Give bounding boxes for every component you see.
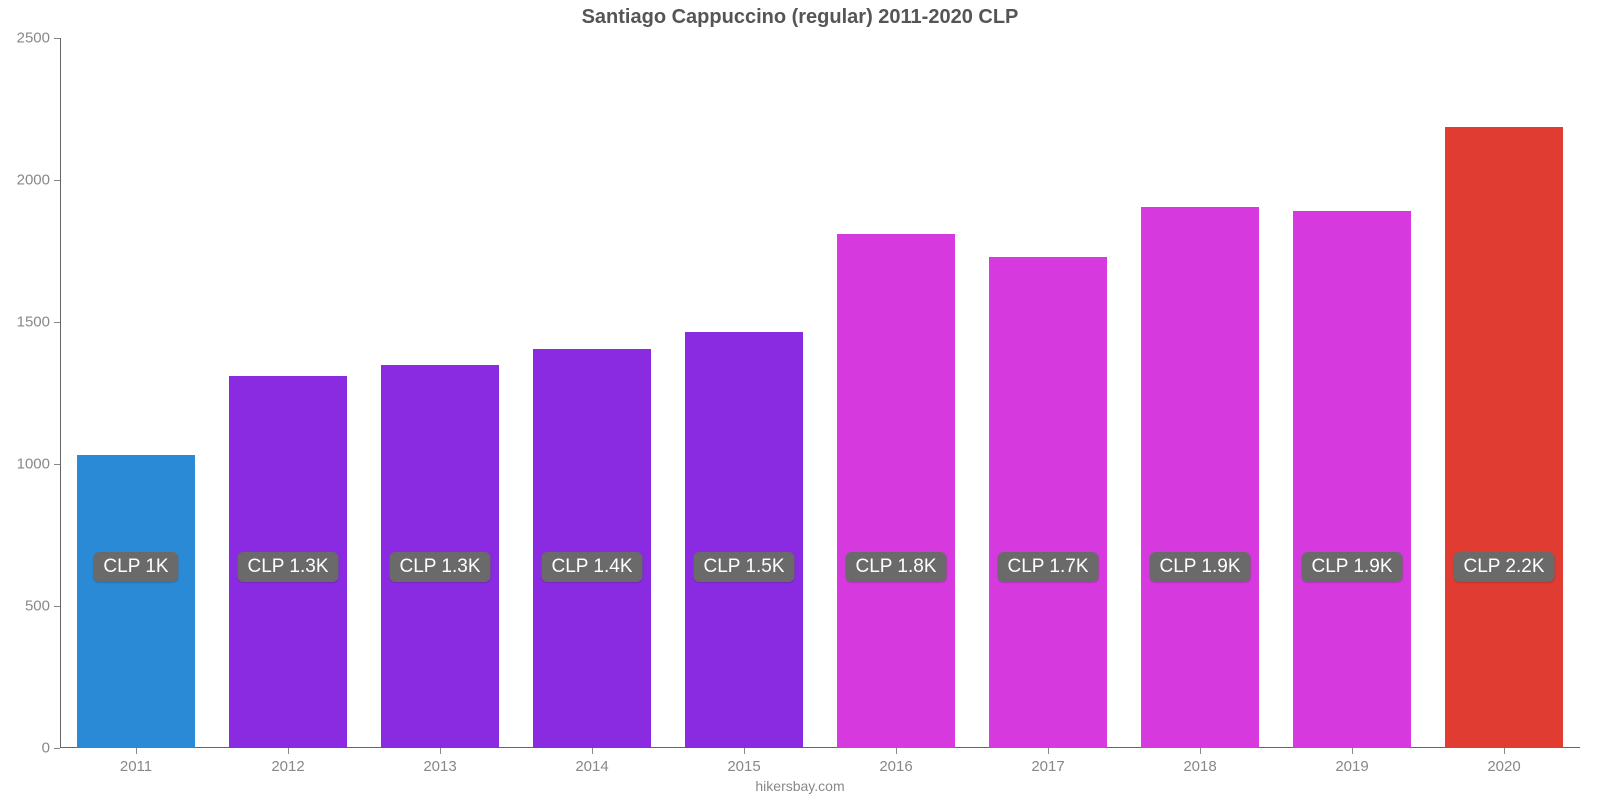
bar xyxy=(1293,211,1412,748)
bar-slot: 2014CLP 1.4K xyxy=(516,38,668,748)
bar-slot: 2017CLP 1.7K xyxy=(972,38,1124,748)
bar-slot: 2012CLP 1.3K xyxy=(212,38,364,748)
bar xyxy=(1141,207,1260,748)
y-tick-mark xyxy=(54,464,60,465)
x-tick-label: 2017 xyxy=(1031,748,1064,775)
bar-slot: 2011CLP 1K xyxy=(60,38,212,748)
bar-slot: 2015CLP 1.5K xyxy=(668,38,820,748)
bar-slot: 2013CLP 1.3K xyxy=(364,38,516,748)
bar xyxy=(685,332,804,748)
bar-data-label: CLP 1.9K xyxy=(1302,552,1403,582)
x-tick-label: 2011 xyxy=(120,748,152,775)
x-tick-label: 2014 xyxy=(575,748,608,775)
x-tick-label: 2019 xyxy=(1335,748,1368,775)
y-tick-mark xyxy=(54,748,60,749)
y-tick-mark xyxy=(54,38,60,39)
attribution: hikersbay.com xyxy=(0,778,1600,794)
chart-title: Santiago Cappuccino (regular) 2011-2020 … xyxy=(0,6,1600,29)
y-tick-mark xyxy=(54,322,60,323)
bar-slot: 2016CLP 1.8K xyxy=(820,38,972,748)
bar-data-label: CLP 1.3K xyxy=(238,552,339,582)
x-tick-label: 2018 xyxy=(1183,748,1216,775)
x-tick-label: 2015 xyxy=(727,748,760,775)
x-tick-label: 2012 xyxy=(271,748,304,775)
bar xyxy=(77,455,196,748)
bars-layer: 2011CLP 1K2012CLP 1.3K2013CLP 1.3K2014CL… xyxy=(60,38,1580,748)
bar xyxy=(837,234,956,748)
bar xyxy=(989,257,1108,748)
bar-data-label: CLP 1.4K xyxy=(542,552,643,582)
bar-data-label: CLP 1.7K xyxy=(998,552,1099,582)
bar-data-label: CLP 1.5K xyxy=(694,552,795,582)
bar-data-label: CLP 2.2K xyxy=(1454,552,1555,582)
bar-data-label: CLP 1.8K xyxy=(846,552,947,582)
bar-data-label: CLP 1.3K xyxy=(390,552,491,582)
bar xyxy=(1445,127,1564,748)
bar-data-label: CLP 1K xyxy=(93,552,178,582)
y-tick-mark xyxy=(54,606,60,607)
plot-area: 2011CLP 1K2012CLP 1.3K2013CLP 1.3K2014CL… xyxy=(60,38,1580,748)
bar-data-label: CLP 1.9K xyxy=(1150,552,1251,582)
bar-slot: 2020CLP 2.2K xyxy=(1428,38,1580,748)
bar xyxy=(533,349,652,748)
x-tick-label: 2020 xyxy=(1487,748,1520,775)
x-tick-label: 2016 xyxy=(879,748,912,775)
y-tick-mark xyxy=(54,180,60,181)
bar-slot: 2018CLP 1.9K xyxy=(1124,38,1276,748)
bar-slot: 2019CLP 1.9K xyxy=(1276,38,1428,748)
chart-container: Santiago Cappuccino (regular) 2011-2020 … xyxy=(0,0,1600,800)
x-tick-label: 2013 xyxy=(423,748,456,775)
